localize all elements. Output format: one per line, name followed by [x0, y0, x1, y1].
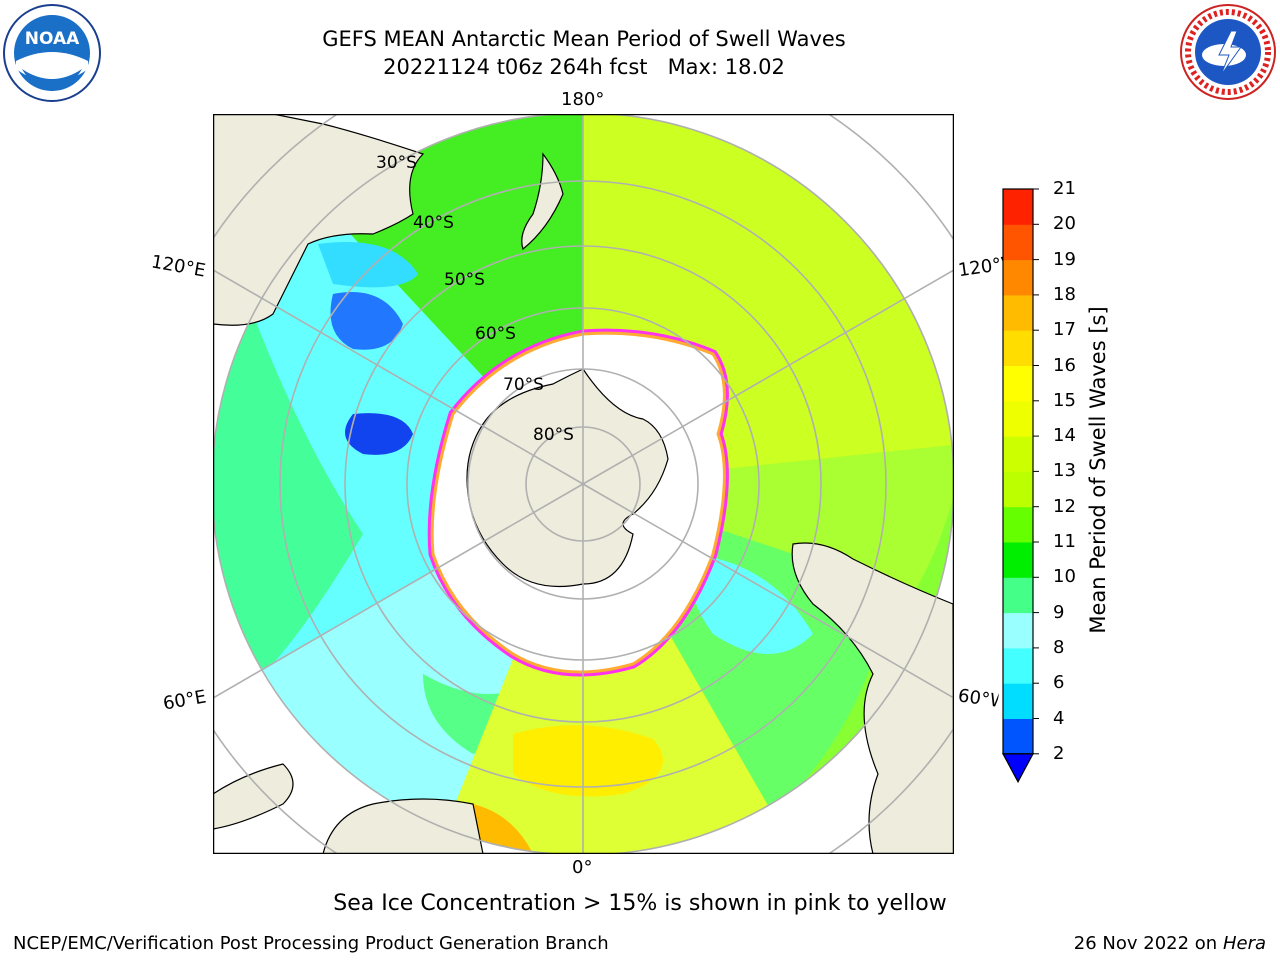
colorbar-segment [1003, 683, 1033, 719]
lat-label-30s: 30°S [376, 153, 417, 173]
colorbar-tick-label: 13 [1053, 460, 1076, 482]
svg-text:NOAA: NOAA [25, 29, 80, 49]
lat-label-80s: 80°S [533, 425, 574, 445]
colorbar-label: Mean Period of Swell Waves [s] [1086, 306, 1110, 634]
colorbar-tick-label: 20 [1053, 213, 1076, 235]
lon-label-60w: 60°W [956, 685, 1000, 712]
lon-label-120e: 120°E [149, 251, 208, 282]
footer-date-text: 26 Nov 2022 on [1073, 933, 1218, 954]
lat-label-50s: 50°S [444, 270, 485, 290]
footer-date: 26 Nov 2022 on Hera [1074, 933, 1266, 954]
madagascar-landmass [213, 763, 294, 830]
colorbar-segment [1003, 294, 1033, 331]
lon-label-0: 0° [572, 857, 593, 878]
south-america-landmass [791, 542, 954, 854]
lat-label-60s: 60°S [475, 324, 516, 344]
noaa-logo: NOAA [2, 3, 102, 103]
colorbar-tick-label: 16 [1053, 354, 1076, 376]
chart-title: GEFS MEAN Antarctic Mean Period of Swell… [322, 27, 846, 51]
lon-label-180: 180° [561, 89, 605, 110]
colorbar-segment [1003, 436, 1033, 472]
colorbar-segment [1003, 718, 1033, 755]
colorbar-segment [1003, 330, 1033, 366]
footer-host: Hera [1222, 933, 1266, 954]
lat-label-40s: 40°S [413, 213, 454, 233]
africa-landmass [322, 798, 484, 854]
lon-label-60e: 60°E [161, 686, 208, 715]
chart-subtitle: 20221124 t06z 264h fcst Max: 18.02 [383, 55, 785, 79]
colorbar-segment [1003, 259, 1033, 296]
colorbar-segment [1003, 471, 1033, 508]
colorbar-tick-label: 9 [1053, 601, 1065, 623]
colorbar-tick-label: 21 [1053, 178, 1076, 199]
colorbar-segment [1003, 365, 1033, 402]
australia-landmass [213, 114, 425, 326]
colorbar-tick-label: 10 [1053, 566, 1076, 588]
colorbar-tick-label: 12 [1053, 495, 1076, 517]
colorbar-extend-triangle [1001, 753, 1035, 784]
colorbar-tick-label: 4 [1053, 707, 1065, 729]
nws-logo [1179, 3, 1277, 101]
colorbar-tick-label: 18 [1053, 283, 1076, 305]
colorbar-segment [1003, 542, 1033, 578]
colorbar-segment [1003, 400, 1033, 437]
colorbar-tick-label: 2 [1053, 742, 1065, 764]
colorbar-tick-label: 11 [1053, 531, 1076, 552]
colorbar-tick-label: 14 [1053, 425, 1076, 447]
new-zealand-landmass [521, 152, 564, 251]
footer-organization: NCEP/EMC/Verification Post Processing Pr… [13, 933, 609, 954]
colorbar-tick-label: 6 [1053, 672, 1065, 694]
colorbar-segment [1003, 577, 1033, 614]
colorbar-segment [1003, 647, 1033, 684]
sea-ice-note: Sea Ice Concentration > 15% is shown in … [333, 891, 947, 916]
colorbar-segment [1003, 506, 1033, 543]
colorbar-tick-label: 19 [1053, 248, 1076, 270]
colorbar-tick-label: 8 [1053, 636, 1065, 658]
colorbar-segment [1003, 612, 1033, 649]
lat-label-70s: 70°S [503, 375, 544, 395]
colorbar-tick-label: 15 [1053, 389, 1076, 411]
colorbar-segment [1003, 189, 1033, 225]
colorbar-tick-label: 17 [1053, 319, 1076, 341]
colorbar [995, 180, 1065, 790]
graticule [213, 114, 954, 854]
colorbar-segment [1003, 224, 1033, 261]
antarctic-map [212, 113, 955, 855]
